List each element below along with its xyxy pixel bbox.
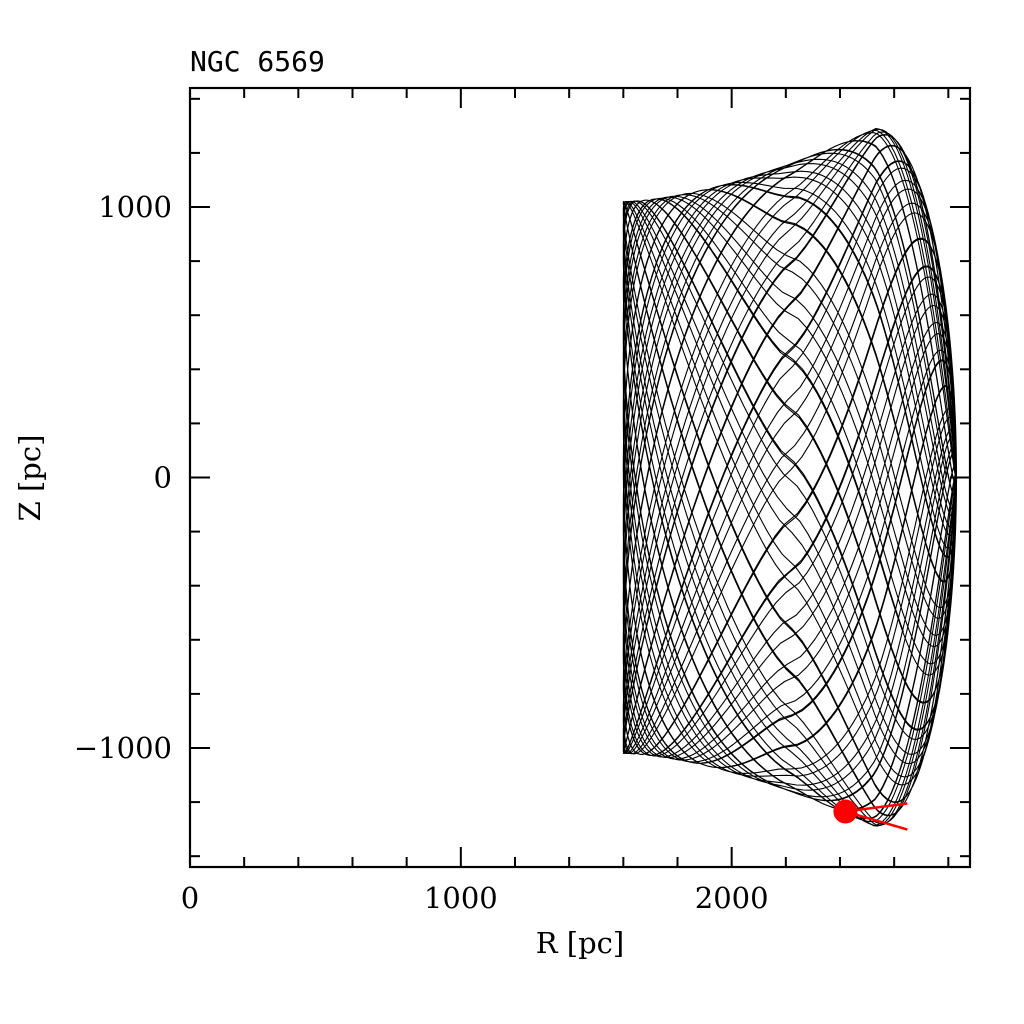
y-axis-label: Z [pc] xyxy=(13,435,47,522)
x-tick-labels: 0 1000 2000 xyxy=(181,881,769,915)
x-tick-label: 1000 xyxy=(424,881,498,915)
axis-ticks xyxy=(189,88,970,867)
chart-title: NGC 6569 xyxy=(190,45,325,78)
y-tick-label: 1000 xyxy=(98,190,172,224)
y-tick-labels: 1000 0 −1000 xyxy=(74,190,172,765)
current-position-dot xyxy=(833,799,858,824)
x-axis-label: R [pc] xyxy=(536,926,625,960)
x-tick-label: 0 xyxy=(181,881,199,915)
y-tick-label: 0 xyxy=(154,461,172,495)
y-tick-label: −1000 xyxy=(74,731,172,765)
x-tick-label: 2000 xyxy=(695,881,769,915)
orbit-path xyxy=(622,128,958,827)
orbit-trajectory xyxy=(622,128,958,827)
current-position-marker xyxy=(833,799,908,831)
